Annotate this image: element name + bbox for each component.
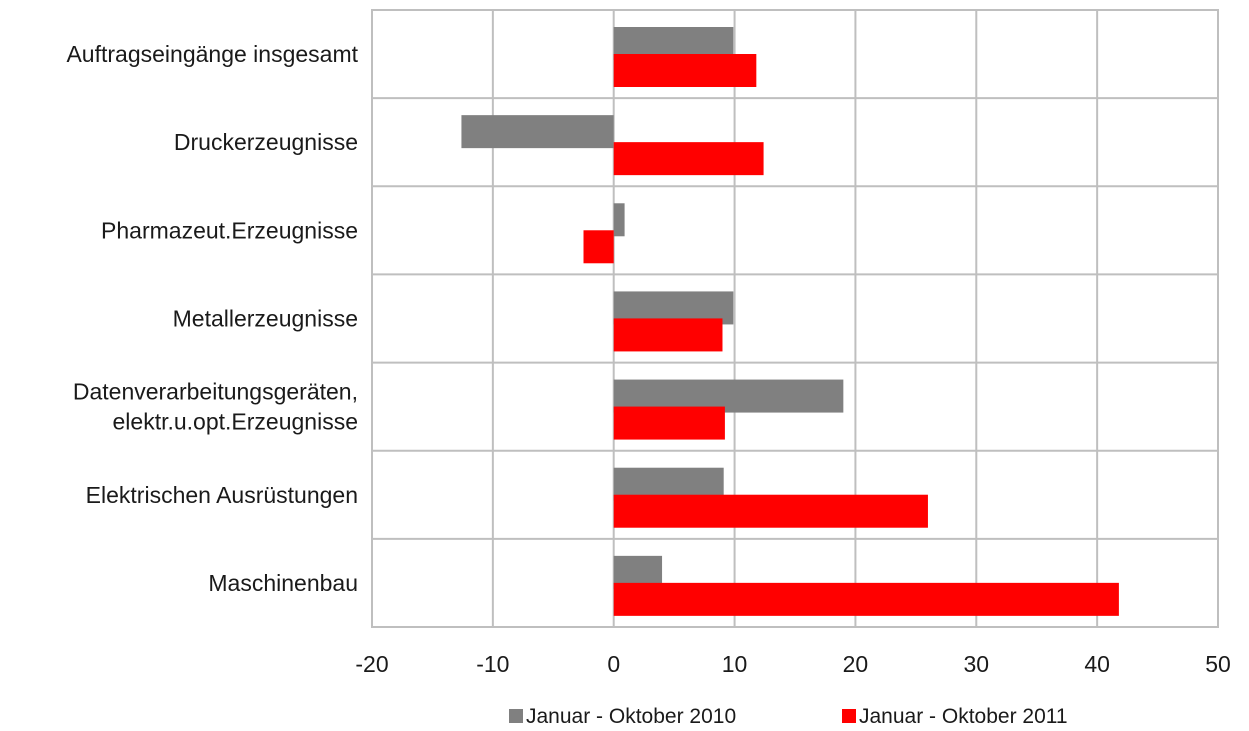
category-labels: Auftragseingänge insgesamt Druckerzeugnis… — [66, 41, 358, 596]
category-label-6: Elektrischen Ausrüstungen — [86, 482, 358, 508]
plot-area — [371, 9, 1219, 628]
x-tick-label-1: -10 — [476, 651, 509, 677]
category-label-4: Metallerzeugnisse — [173, 306, 358, 332]
bar-series2-cat5 — [613, 406, 725, 440]
x-tick-label-7: 50 — [1205, 651, 1231, 677]
bar-series2-cat1 — [613, 54, 757, 87]
legend-swatch-1 — [509, 709, 523, 723]
bar-series2-cat7 — [613, 582, 1119, 616]
legend-label-1: Januar - Oktober 2010 — [526, 705, 736, 728]
category-label-3: Pharmazeut.Erzeugnisse — [101, 217, 358, 243]
x-tick-label-4: 20 — [843, 651, 869, 677]
x-tick-label-6: 40 — [1084, 651, 1110, 677]
category-label-7: Maschinenbau — [208, 570, 358, 596]
x-tick-label-3: 10 — [722, 651, 748, 677]
x-tick-label-2: 0 — [607, 651, 620, 677]
legend-label-2: Januar - Oktober 2011 — [859, 705, 1068, 728]
bar-series2-cat6 — [613, 494, 928, 528]
bar-series2-cat2 — [613, 142, 764, 176]
x-tick-labels: -20 -10 0 10 20 30 40 50 — [355, 651, 1230, 677]
vertical-gridlines — [491, 10, 1099, 627]
legend: Januar - Oktober 2010 Januar - Oktober 20… — [509, 705, 1068, 728]
x-tick-label-5: 30 — [963, 651, 989, 677]
category-label-2: Druckerzeugnisse — [174, 129, 358, 155]
bars — [461, 27, 1119, 616]
bar-series2-cat4 — [613, 318, 723, 352]
x-tick-label-0: -20 — [355, 651, 388, 677]
bar-series1-cat2 — [461, 115, 614, 149]
bar-series1-cat3 — [613, 203, 625, 237]
category-label-5-line1: Datenverarbeitungsgeräten, — [73, 379, 358, 405]
category-dividers — [372, 97, 1218, 540]
bar-series2-cat3 — [583, 230, 614, 264]
category-label-1: Auftragseingänge insgesamt — [66, 41, 358, 67]
category-label-5-line2: elektr.u.opt.Erzeugnisse — [113, 409, 358, 435]
legend-swatch-2 — [842, 709, 856, 723]
